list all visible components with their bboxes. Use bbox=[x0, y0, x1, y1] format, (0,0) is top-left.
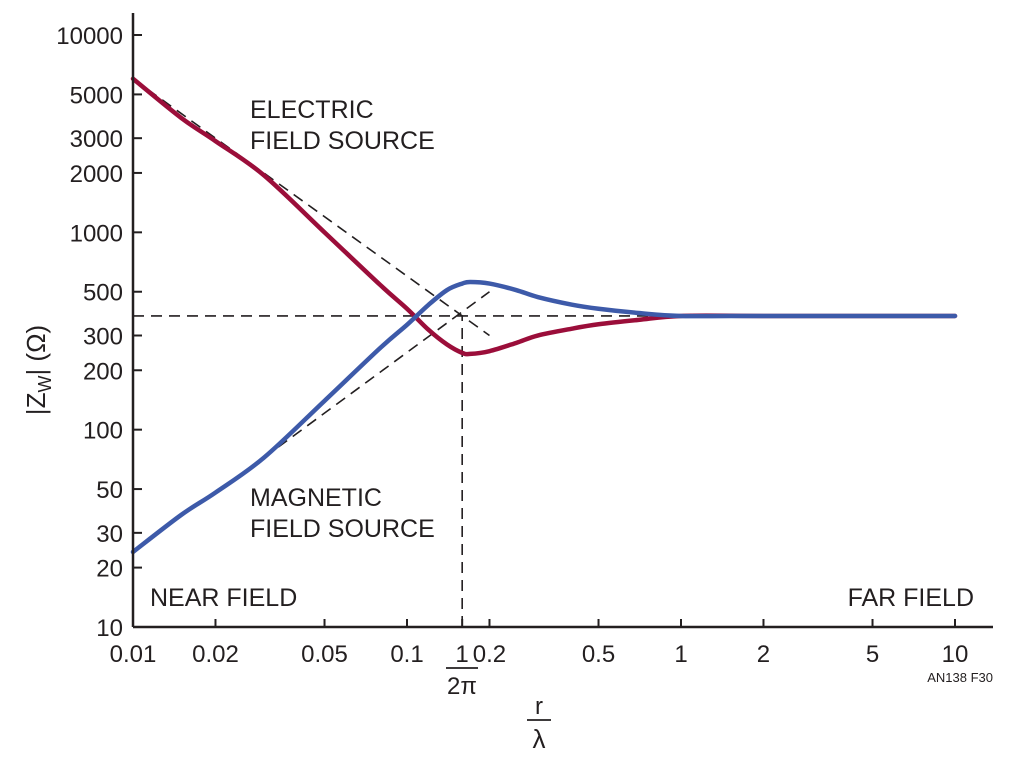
annotation-magnetic-line2: FIELD SOURCE bbox=[250, 515, 435, 543]
annotation-far-field: FAR FIELD bbox=[848, 584, 974, 612]
y-tick-label: 5000 bbox=[70, 82, 123, 109]
x-axis-label: r λ bbox=[527, 693, 551, 754]
x-axis-label-num: r bbox=[535, 693, 543, 720]
y-tick-label: 300 bbox=[83, 324, 123, 351]
x-tick-label: 1 bbox=[674, 641, 687, 668]
annotation-near-field: NEAR FIELD bbox=[150, 584, 297, 612]
series-line-magnetic bbox=[130, 279, 958, 555]
y-tick-label: 20 bbox=[96, 556, 123, 583]
special-tick-num: 1 bbox=[455, 641, 468, 668]
x-tick-label: 0.01 bbox=[110, 641, 157, 668]
x-tick-label: 0.5 bbox=[582, 641, 615, 668]
series-curves bbox=[130, 76, 958, 555]
y-tick-label: 30 bbox=[96, 521, 123, 548]
y-tick-label: 2000 bbox=[70, 161, 123, 188]
y-tick-label: 1000 bbox=[70, 220, 123, 247]
special-tick-label: 1 2π bbox=[446, 641, 478, 700]
x-tick-label: 0.2 bbox=[473, 641, 506, 668]
special-tick-den: 2π bbox=[447, 673, 477, 700]
x-tick-label: 0.02 bbox=[192, 641, 239, 668]
x-ticks: 0.01 0.02 0.05 0.1 0.2 0.5 1 2 5 10 bbox=[110, 619, 969, 668]
y-tick-label: 200 bbox=[83, 358, 123, 385]
y-tick-label: 100 bbox=[83, 418, 123, 445]
y-ticks: 10000 5000 3000 2000 1000 500 300 200 100 50 30 20 1… bbox=[56, 23, 142, 642]
y-tick-label: 10000 bbox=[56, 23, 123, 50]
reference-dashed-line bbox=[263, 291, 490, 459]
y-tick-label: 3000 bbox=[70, 126, 123, 153]
x-tick-label: 0.1 bbox=[390, 641, 423, 668]
annotation-magnetic-line1: MAGNETIC bbox=[250, 484, 382, 512]
annotation-electric-line2: FIELD SOURCE bbox=[250, 127, 435, 155]
y-axis-label: |ZW| (Ω) bbox=[21, 325, 55, 415]
x-tick-label: 10 bbox=[942, 641, 969, 668]
axes bbox=[131, 13, 993, 629]
y-tick-label: 50 bbox=[96, 477, 123, 504]
reference-lines bbox=[132, 78, 681, 627]
x-tick-label: 5 bbox=[866, 641, 879, 668]
y-tick-label: 500 bbox=[83, 280, 123, 307]
reference-dashed-line bbox=[132, 78, 490, 337]
annotation-electric-line1: ELECTRIC bbox=[250, 96, 374, 124]
x-axis-label-den: λ bbox=[533, 724, 546, 754]
x-tick-label: 0.05 bbox=[301, 641, 348, 668]
figure-code: AN138 F30 bbox=[927, 670, 993, 685]
x-tick-label: 2 bbox=[757, 641, 770, 668]
y-tick-label: 10 bbox=[96, 615, 123, 642]
